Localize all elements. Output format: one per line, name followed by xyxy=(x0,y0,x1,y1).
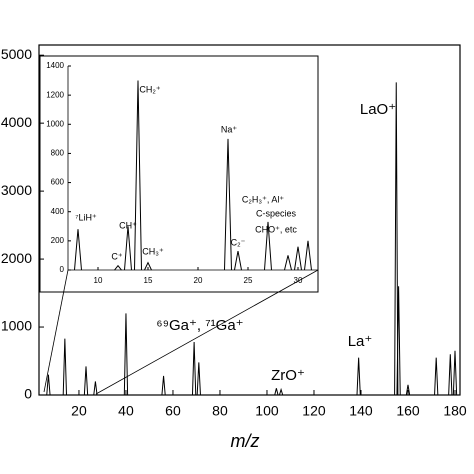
y-tick-label: 1400 xyxy=(46,61,64,70)
x-tick-label: 40 xyxy=(118,403,134,419)
peak xyxy=(356,357,361,396)
x-tick-label: 140 xyxy=(349,403,373,419)
peak xyxy=(452,350,458,396)
peak xyxy=(274,388,279,396)
y-tick-label: 3000 xyxy=(1,182,32,198)
peak xyxy=(144,261,152,271)
peak xyxy=(264,221,272,271)
annotation: C-species xyxy=(256,208,297,218)
peak xyxy=(278,387,284,396)
y-tick-label: 1000 xyxy=(46,119,64,128)
x-tick-label: 20 xyxy=(194,276,203,285)
annotation: Na⁺ xyxy=(221,124,238,134)
peak xyxy=(394,82,399,396)
y-tick-label: 400 xyxy=(51,207,65,216)
x-tick-label: 120 xyxy=(302,403,326,419)
y-tick-label: 0 xyxy=(24,386,32,402)
inset-frame xyxy=(39,55,319,293)
peak xyxy=(46,374,51,396)
annotation: ZrO⁺ xyxy=(271,367,305,384)
peak xyxy=(74,229,82,271)
y-tick-label: 4000 xyxy=(1,114,32,130)
peak xyxy=(234,250,242,271)
x-tick-label: 100 xyxy=(255,403,279,419)
zoom-connector xyxy=(95,269,319,395)
x-tick-label: 15 xyxy=(144,276,153,285)
annotation: ⁶⁹Ga⁺, ⁷¹Ga⁺ xyxy=(156,317,243,334)
peak xyxy=(123,313,129,396)
peak xyxy=(434,357,439,396)
y-tick-label: 600 xyxy=(51,178,65,187)
zoom-connector xyxy=(43,269,69,393)
annotation: ⁷LiH⁺ xyxy=(75,212,97,222)
y-tick-label: 1000 xyxy=(1,318,32,334)
x-tick-label: 10 xyxy=(94,276,103,285)
x-axis-label: m/z xyxy=(231,431,260,451)
peak xyxy=(284,255,292,271)
annotation: CH⁺ xyxy=(119,220,137,230)
annotation: CH₃⁺ xyxy=(142,246,164,256)
y-tick-label: 0 xyxy=(60,265,65,274)
peak xyxy=(83,366,89,396)
annotation: CH₂⁺ xyxy=(139,84,160,94)
y-tick-label: 2000 xyxy=(1,250,32,266)
x-tick-label: 60 xyxy=(165,403,181,419)
peak xyxy=(196,362,201,396)
annotation: La⁺ xyxy=(348,333,373,350)
peak xyxy=(62,338,67,396)
x-tick-label: 180 xyxy=(443,403,467,419)
x-tick-label: 80 xyxy=(212,403,228,419)
y-tick-label: 5000 xyxy=(1,46,32,62)
annotation: LaO⁺ xyxy=(360,101,396,118)
peak xyxy=(93,381,98,396)
annotation: CHO⁺, etc xyxy=(255,224,297,234)
peak xyxy=(161,375,166,396)
peak xyxy=(224,138,232,271)
y-tick-label: 200 xyxy=(51,236,65,245)
peak xyxy=(405,384,411,396)
plot-frame xyxy=(38,44,461,396)
x-tick-label: 160 xyxy=(396,403,420,419)
y-tick-label: 1200 xyxy=(46,90,64,99)
annotation: C⁺ xyxy=(111,251,122,261)
annotation: C₂H₃⁺, Al⁺ xyxy=(242,194,284,204)
peak xyxy=(396,286,401,396)
peak xyxy=(124,226,132,271)
peak xyxy=(114,264,122,271)
x-tick-label: 25 xyxy=(244,276,253,285)
x-tick-label: 20 xyxy=(71,403,87,419)
y-tick-label: 800 xyxy=(51,149,65,158)
annotation: C₂⁻ xyxy=(231,237,246,247)
peak xyxy=(448,354,453,396)
peak xyxy=(191,341,197,396)
x-tick-label: 30 xyxy=(294,276,303,285)
peak xyxy=(294,246,302,271)
peak xyxy=(304,240,312,271)
peak xyxy=(134,80,142,271)
